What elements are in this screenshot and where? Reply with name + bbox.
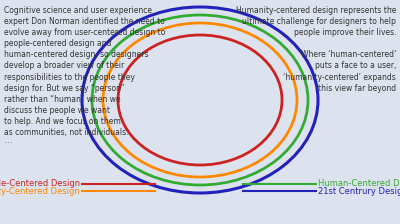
Text: Human-Centered Design: Human-Centered Design: [318, 179, 400, 189]
Text: Humanity-Centered Design: Humanity-Centered Design: [0, 187, 80, 196]
Text: ...: ...: [387, 2, 396, 11]
Text: Humanity-centered design represents the
ultimate challenge for designers to help: Humanity-centered design represents the …: [236, 6, 396, 93]
Text: 21st Centrury Design: 21st Centrury Design: [318, 187, 400, 196]
Text: People-Centered Design: People-Centered Design: [0, 179, 80, 189]
Text: Cognitive science and user experience
expert Don Norman identified the need to
e: Cognitive science and user experience ex…: [4, 6, 165, 137]
Text: ...: ...: [4, 136, 13, 145]
